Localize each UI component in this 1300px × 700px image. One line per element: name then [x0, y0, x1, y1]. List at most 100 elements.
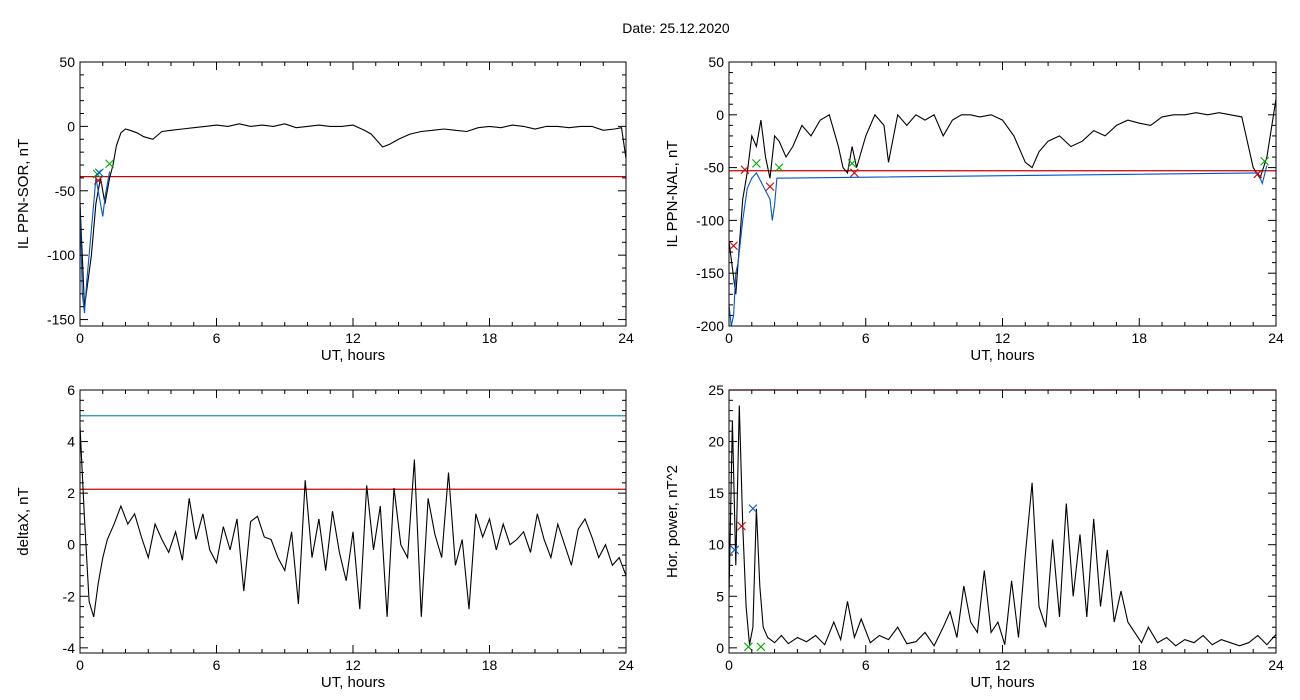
y-tick-label: -100: [696, 212, 724, 228]
x-tick-label: 18: [1131, 330, 1147, 346]
y-tick-label: -50: [55, 183, 75, 199]
x-marker: [748, 504, 758, 513]
x-marker: [105, 159, 114, 169]
x-marker: [847, 158, 857, 168]
y-tick-label: -200: [696, 318, 724, 334]
x-tick-label: 6: [862, 657, 870, 673]
x-marker: [774, 163, 784, 172]
y-tick-label: 50: [59, 54, 75, 70]
x-tick-label: 18: [482, 657, 498, 673]
x-tick-label: 24: [1268, 330, 1284, 346]
x-marker: [92, 169, 102, 179]
series-line-1: [80, 123, 626, 307]
y-tick-label: 6: [67, 382, 75, 398]
y-tick-label: 0: [67, 118, 75, 134]
x-tick-label: 0: [725, 330, 733, 346]
y-axis-title: IL PPN-NAL, nT: [664, 141, 681, 248]
x-marker-stroke: [756, 642, 766, 652]
x-marker: [751, 158, 761, 168]
x-tick-label: 6: [862, 330, 870, 346]
x-marker-stroke: [847, 158, 857, 168]
x-marker: [743, 642, 753, 652]
x-marker: [737, 521, 746, 531]
chart-panel-4: 0 6 12 18 24 0 5 10 15 20 25 UT, hours Hor. power, n…: [664, 382, 1284, 691]
series-line-2: [80, 171, 111, 314]
x-marker-stroke: [92, 169, 102, 179]
x-tick-label: 24: [618, 330, 634, 346]
plot-frame: [79, 389, 627, 654]
x-marker-stroke: [743, 642, 753, 652]
x-tick-label: 0: [725, 657, 733, 673]
y-tick-label: 4: [67, 434, 75, 450]
x-marker-stroke: [105, 159, 114, 169]
y-tick-label: 2: [67, 485, 75, 501]
x-marker: [765, 182, 775, 191]
y-tick-label: 20: [708, 434, 724, 450]
y-axis-title: deltaX, nT: [15, 487, 32, 555]
x-tick-label: 12: [995, 657, 1011, 673]
x-axis-title: UT, hours: [321, 347, 385, 364]
x-marker-stroke: [849, 168, 859, 178]
y-tick-label: -150: [47, 312, 75, 328]
x-tick-label: 6: [213, 657, 221, 673]
y-tick-label: 0: [716, 107, 724, 123]
x-tick-label: 24: [618, 657, 634, 673]
x-marker-stroke: [1260, 156, 1269, 166]
x-marker: [94, 168, 104, 178]
series-line-1: [729, 98, 1276, 295]
series-line-1: [729, 405, 1276, 647]
series-line-1: [80, 426, 626, 618]
y-tick-label: 5: [716, 588, 724, 604]
date-label: Date: 25.12.2020: [622, 20, 730, 36]
x-marker-stroke: [730, 545, 740, 555]
x-marker: [1260, 156, 1269, 166]
y-tick-label: 50: [708, 54, 724, 70]
x-marker-stroke: [729, 241, 738, 251]
plot-frame: [728, 389, 1277, 654]
x-marker: [756, 642, 766, 652]
y-axis-title: IL PPN-SOR, nT: [15, 139, 32, 249]
x-axis-title: UT, hours: [970, 674, 1034, 691]
x-marker-stroke: [748, 504, 758, 513]
x-marker-stroke: [1253, 169, 1263, 179]
x-tick-label: 24: [1268, 657, 1284, 673]
y-tick-label: 15: [708, 485, 724, 501]
x-tick-label: 12: [345, 657, 361, 673]
y-tick-label: 0: [716, 640, 724, 656]
y-tick-label: -50: [704, 160, 724, 176]
x-tick-label: 6: [213, 330, 221, 346]
y-tick-label: 25: [708, 382, 724, 398]
y-tick-label: -2: [63, 588, 76, 604]
plot-frame: [728, 61, 1277, 327]
x-axis-title: UT, hours: [321, 674, 385, 691]
y-tick-label: -4: [63, 640, 76, 656]
plot-frame: [79, 61, 627, 327]
x-tick-label: 12: [995, 330, 1011, 346]
x-tick-label: 12: [345, 330, 361, 346]
x-marker-stroke: [737, 521, 746, 531]
x-marker-stroke: [774, 163, 784, 172]
x-tick-label: 18: [1131, 657, 1147, 673]
x-marker: [730, 545, 740, 555]
y-tick-label: 0: [67, 537, 75, 553]
x-tick-label: 0: [76, 657, 84, 673]
y-tick-label: -100: [47, 247, 75, 263]
x-axis-title: UT, hours: [970, 347, 1034, 364]
y-axis-title: Hor. power, nT^2: [664, 465, 681, 578]
x-marker: [1253, 169, 1263, 179]
x-marker-stroke: [751, 158, 761, 168]
x-tick-label: 18: [482, 330, 498, 346]
x-marker: [849, 168, 859, 178]
series-line-2: [729, 165, 1268, 326]
x-marker: [740, 165, 750, 175]
y-tick-label: -150: [696, 265, 724, 281]
x-tick-label: 0: [76, 330, 84, 346]
x-marker-stroke: [740, 165, 750, 175]
x-marker: [729, 241, 738, 251]
chart-panel-1: 0 6 12 18 24 -150 -100 -50 0 50 UT, hours IL PPN-SO…: [15, 54, 634, 364]
x-marker-stroke: [94, 168, 104, 178]
x-marker-stroke: [765, 182, 775, 191]
